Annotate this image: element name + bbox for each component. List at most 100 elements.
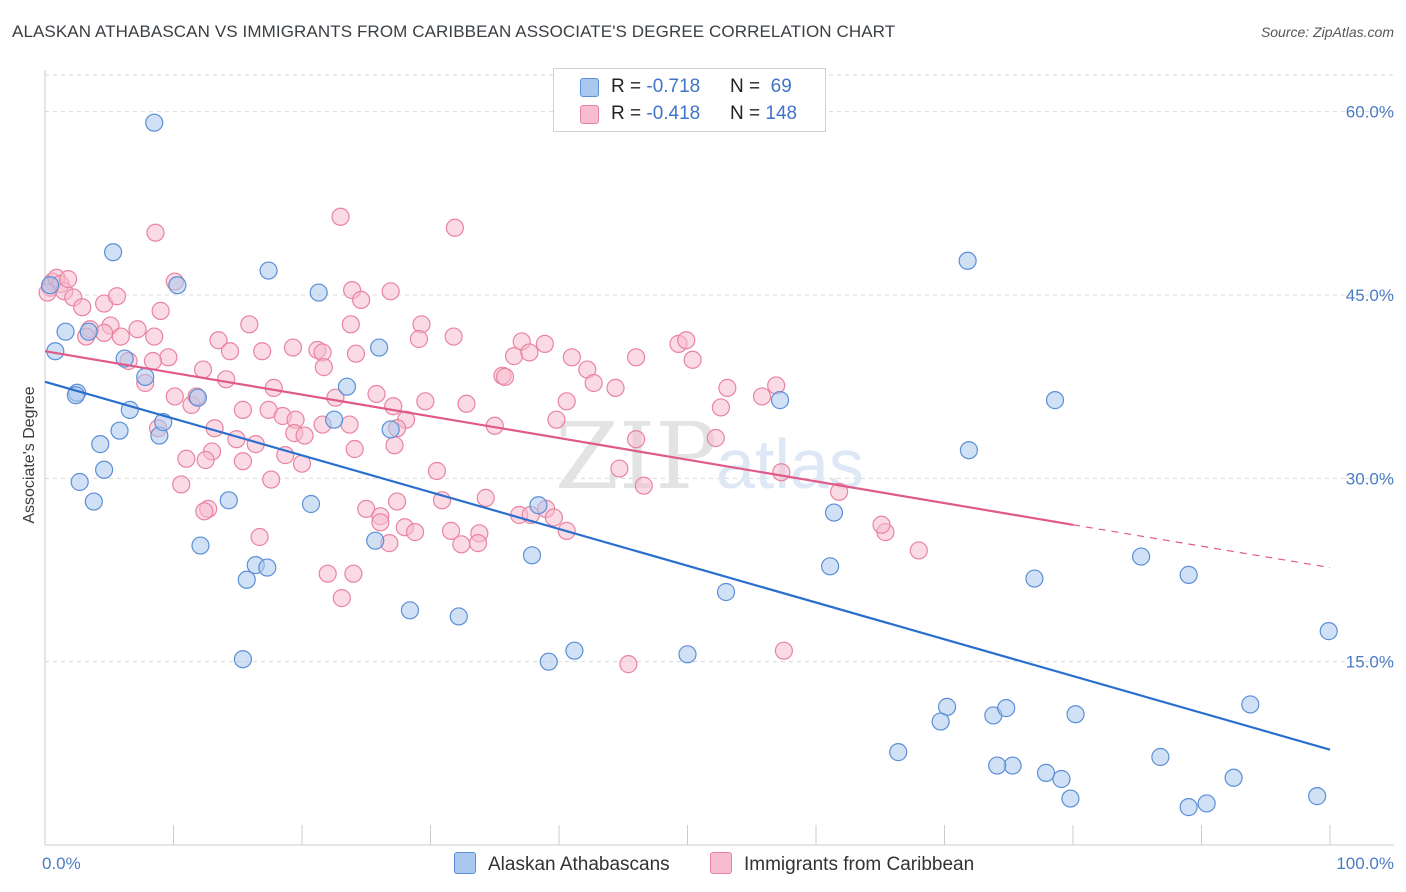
data-point-athabascan	[1197, 794, 1216, 813]
data-point-athabascan	[931, 712, 950, 731]
regression-line-caribbean-extension	[1072, 524, 1331, 569]
data-point-caribbean	[535, 334, 554, 353]
data-point-athabascan	[1179, 565, 1198, 584]
data-point-athabascan	[716, 582, 736, 602]
data-point-athabascan	[1025, 569, 1044, 588]
data-point-athabascan	[41, 276, 60, 295]
x-axis-ticks	[44, 825, 1331, 845]
data-point-caribbean	[626, 430, 646, 449]
data-point-caribbean	[253, 342, 272, 361]
data-point-athabascan	[104, 243, 123, 262]
data-point-caribbean	[250, 527, 269, 547]
data-point-athabascan	[337, 377, 357, 396]
data-point-athabascan	[381, 420, 400, 439]
series-alaskan-athabascans	[41, 113, 1338, 817]
legend-n-label: N =	[730, 76, 766, 97]
axes	[44, 70, 1394, 846]
data-point-caribbean	[345, 439, 364, 459]
data-point-caribbean	[468, 534, 488, 553]
data-point-athabascan	[115, 349, 134, 368]
data-point-athabascan	[1308, 787, 1327, 806]
data-point-athabascan	[522, 546, 542, 565]
data-point-caribbean	[314, 358, 333, 377]
data-point-caribbean	[774, 641, 793, 660]
data-point-caribbean	[547, 410, 566, 429]
data-point-caribbean	[107, 287, 127, 306]
data-point-athabascan	[1151, 747, 1170, 767]
data-point-caribbean	[295, 426, 314, 445]
legend-n-value: 148	[765, 103, 798, 124]
source-credit: Source: ZipAtlas.com	[1260, 24, 1394, 40]
data-point-caribbean	[385, 436, 404, 455]
data-point-athabascan	[821, 557, 840, 576]
data-point-athabascan	[1132, 547, 1151, 566]
data-point-caribbean	[718, 378, 737, 397]
data-point-athabascan	[1052, 769, 1071, 789]
data-point-athabascan	[370, 338, 389, 357]
data-point-athabascan	[988, 756, 1007, 775]
data-point-athabascan	[1036, 763, 1056, 782]
data-point-caribbean	[405, 523, 425, 542]
data-point-caribbean	[283, 338, 303, 357]
y-tick-label: 45.0%	[1346, 286, 1394, 305]
data-point-athabascan	[191, 536, 210, 555]
data-point-caribbean	[381, 282, 400, 301]
regression-line-caribbean	[44, 350, 1074, 526]
data-point-athabascan	[1045, 391, 1065, 410]
data-point-athabascan	[889, 743, 908, 762]
data-point-athabascan	[325, 410, 344, 429]
data-point-athabascan	[959, 441, 979, 460]
y-axis-title: Associate's Degree	[21, 386, 38, 523]
data-point-athabascan	[1066, 705, 1085, 724]
data-point-athabascan	[233, 650, 252, 669]
data-point-caribbean	[683, 350, 702, 369]
data-point-caribbean	[752, 387, 772, 406]
data-point-athabascan	[237, 570, 256, 589]
data-point-athabascan	[136, 367, 155, 386]
data-point-caribbean	[444, 327, 463, 346]
data-point-caribbean	[677, 331, 696, 350]
data-point-caribbean	[159, 348, 178, 367]
data-point-caribbean	[172, 475, 191, 494]
data-point-caribbean	[240, 315, 259, 334]
data-point-athabascan	[539, 652, 558, 671]
data-point-caribbean	[111, 327, 130, 346]
data-point-caribbean	[557, 392, 576, 411]
legend-label: Alaskan Athabascans	[488, 854, 670, 875]
legend-swatch-blue	[454, 852, 476, 874]
data-point-athabascan	[91, 435, 110, 454]
data-point-caribbean	[427, 461, 447, 481]
data-point-caribbean	[357, 499, 376, 518]
data-point-athabascan	[400, 601, 420, 620]
series-legend: Alaskan Athabascans Immigrants from Cari…	[0, 852, 1406, 876]
data-point-caribbean	[562, 348, 581, 367]
x-tick-label-max: 100.0%	[1336, 854, 1394, 873]
data-point-caribbean	[209, 331, 228, 350]
data-point-athabascan	[110, 421, 129, 440]
data-point-caribbean	[706, 428, 725, 448]
data-point-caribbean	[177, 449, 196, 468]
data-point-caribbean	[233, 400, 252, 419]
data-point-caribbean	[772, 463, 791, 482]
data-point-athabascan	[79, 322, 98, 341]
data-point-athabascan	[219, 491, 238, 510]
data-point-athabascan	[1319, 622, 1338, 641]
legend-label: Immigrants from Caribbean	[744, 854, 975, 875]
data-point-caribbean	[233, 452, 252, 471]
data-point-caribbean	[520, 343, 539, 362]
regression-lines	[44, 350, 1331, 751]
legend-r-label: R =	[611, 103, 647, 124]
data-point-caribbean	[262, 470, 281, 489]
data-point-caribbean	[59, 270, 78, 289]
data-point-athabascan	[1061, 789, 1080, 808]
data-point-caribbean	[95, 323, 114, 342]
data-point-caribbean	[332, 589, 351, 608]
data-point-athabascan	[1179, 798, 1198, 817]
regression-line-athabascan	[44, 380, 1331, 751]
data-point-caribbean	[340, 415, 359, 434]
data-point-caribbean	[346, 344, 366, 363]
legend-n-label: N =	[730, 103, 766, 124]
data-point-caribbean	[711, 398, 731, 417]
data-point-caribbean	[619, 655, 638, 674]
y-tick-label: 15.0%	[1346, 653, 1394, 672]
